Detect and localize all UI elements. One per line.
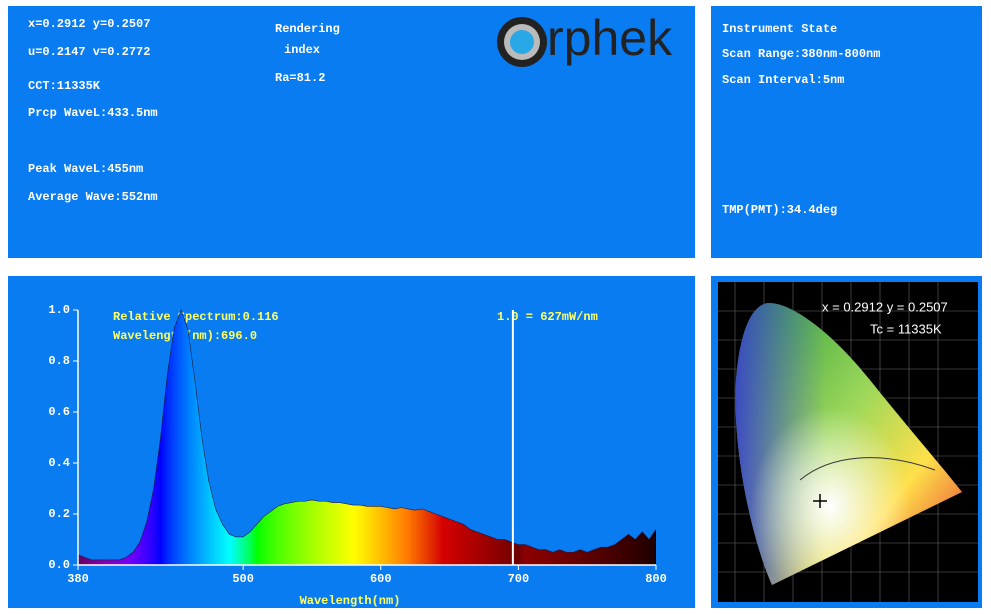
logo: rphek	[497, 10, 673, 67]
info-line: CCT:11335K	[28, 79, 101, 93]
cie-coords: x = 0.2912 y = 0.2507	[822, 299, 948, 314]
spectrum-line	[77, 309, 657, 561]
rendering-sub: index	[284, 43, 320, 57]
instrument-line: Scan Interval:5nm	[722, 73, 844, 87]
cie-cross	[813, 494, 827, 508]
x-tick-label: 380	[67, 572, 89, 586]
info-panel	[8, 6, 695, 258]
info-line: x=0.2912 y=0.2507	[28, 17, 150, 31]
ra-value: Ra=81.2	[275, 71, 325, 85]
logo-dot	[510, 30, 534, 54]
info-line: Peak WaveL:455nm	[28, 162, 143, 176]
info-line: u=0.2147 v=0.2772	[28, 45, 150, 59]
info-line: Prcp WaveL:433.5nm	[28, 106, 158, 120]
x-axis-label: Wavelength(nm)	[300, 594, 401, 608]
x-tick-label: 700	[508, 572, 530, 586]
rendering-title: Rendering	[275, 22, 340, 36]
x-tick-label: 800	[645, 572, 667, 586]
temperature: TMP(PMT):34.4deg	[722, 203, 837, 217]
info-lines: x=0.2912 y=0.2507 u=0.2147 v=0.2772 CCT:…	[28, 17, 158, 204]
y-tick-label: 0.2	[48, 507, 70, 521]
annotation: Relative Spectrum:0.116	[113, 310, 279, 324]
y-tick-label: 0.0	[48, 558, 70, 572]
info-line: Average Wave:552nm	[28, 190, 158, 204]
cie-diagram: x = 0.2912 y = 0.2507 Tc = 11335K	[718, 282, 978, 602]
instrument-title: Instrument State	[722, 22, 837, 36]
y-tick-label: 0.8	[48, 354, 70, 368]
y-tick-label: 0.4	[48, 456, 70, 470]
annotation: 1.0 = 627mW/nm	[497, 310, 598, 324]
cie-white	[735, 302, 962, 585]
logo-text: rphek	[547, 10, 673, 66]
y-tick-label: 0.6	[48, 405, 70, 419]
x-tick-label: 500	[232, 572, 254, 586]
planck-locus	[799, 457, 936, 481]
instrument-panel	[711, 6, 982, 258]
y-tick-label: 1.0	[48, 303, 70, 317]
cie-tc: Tc = 11335K	[870, 321, 942, 336]
instrument-line: Scan Range:380nm-800nm	[722, 47, 880, 61]
x-tick-label: 600	[370, 572, 392, 586]
